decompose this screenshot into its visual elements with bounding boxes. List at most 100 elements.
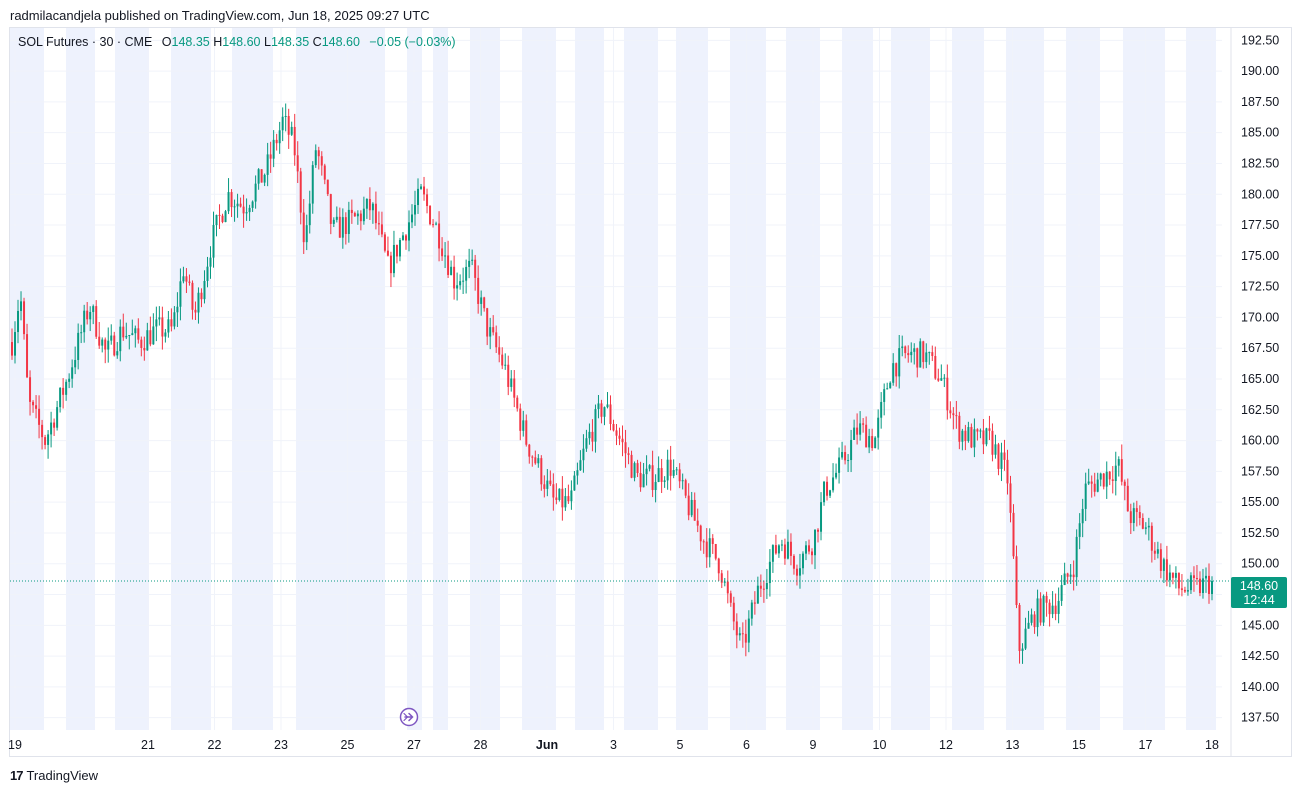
candle-body <box>176 306 179 313</box>
y-tick-label: 162.50 <box>1241 403 1279 417</box>
candle-body <box>750 602 753 619</box>
candle-body <box>780 544 783 546</box>
candle-body <box>23 301 26 335</box>
candle-body <box>1132 508 1135 524</box>
candle-body <box>131 333 134 335</box>
candle-body <box>814 529 817 556</box>
candle-body <box>50 422 53 435</box>
candle-body <box>949 410 952 414</box>
candle-body <box>453 266 456 289</box>
tradingview-logo-icon[interactable]: 17 <box>10 768 24 783</box>
candle-body <box>14 332 17 356</box>
candle-body <box>263 174 266 183</box>
candle-body <box>1120 459 1123 482</box>
candle-body <box>215 214 218 226</box>
candle-body <box>134 328 137 334</box>
candle-body <box>1084 483 1087 509</box>
candle-body <box>365 198 368 209</box>
candle-body <box>579 460 582 471</box>
candle-body <box>615 430 618 436</box>
y-tick-label: 150.00 <box>1241 557 1279 571</box>
candle-body <box>946 377 949 411</box>
candle-body <box>826 481 829 496</box>
low-label: L <box>263 35 271 49</box>
candle-body <box>1168 572 1171 581</box>
last-price-value: 148.60 <box>1239 579 1279 593</box>
go-to-realtime-icon[interactable] <box>399 707 419 727</box>
candle-body <box>495 332 498 348</box>
candle-body <box>32 401 35 406</box>
candle-body <box>973 429 976 448</box>
candle-body <box>206 266 209 281</box>
x-tick-label: 17 <box>1139 738 1153 752</box>
candle-body <box>155 319 158 327</box>
x-tick-label: 19 <box>8 738 22 752</box>
candle-body <box>471 259 474 261</box>
x-tick-label: 21 <box>141 738 155 752</box>
candle-body <box>994 444 997 455</box>
candle-body <box>224 211 227 223</box>
candle-body <box>516 397 519 409</box>
candle-body <box>480 297 483 304</box>
candle-body <box>663 480 666 482</box>
candle-body <box>507 364 510 387</box>
candle-body <box>801 553 804 569</box>
candle-body <box>398 239 401 257</box>
ohlc-legend: SOL Futures · 30 · CME O148.35 H148.60 L… <box>18 35 456 49</box>
candle-body <box>65 381 68 395</box>
candle-body <box>567 496 570 502</box>
candle-body <box>341 217 344 238</box>
candle-body <box>11 342 13 356</box>
y-tick-label: 185.00 <box>1241 126 1279 140</box>
candle-body <box>47 434 50 445</box>
candle-body <box>260 169 263 183</box>
candle-body <box>1117 459 1120 466</box>
brand-name[interactable]: TradingView <box>26 768 99 783</box>
candle-body <box>735 621 738 636</box>
candle-body <box>1177 572 1180 589</box>
candle-body <box>350 209 353 214</box>
candle-body <box>672 469 675 476</box>
candle-body <box>717 558 720 574</box>
candle-body <box>296 155 299 172</box>
candle-body <box>113 335 116 356</box>
candle-body <box>74 359 77 368</box>
x-tick-label: 13 <box>1006 738 1020 752</box>
candle-body <box>128 334 131 336</box>
candle-body <box>383 234 386 251</box>
candle-body <box>486 308 489 337</box>
candle-body <box>140 339 143 348</box>
candle-body <box>1081 508 1084 524</box>
candle-body <box>889 382 892 389</box>
candle-body <box>585 438 588 449</box>
candle-body <box>56 407 59 428</box>
candle-body <box>146 330 149 351</box>
candle-body <box>741 633 744 635</box>
candle-body <box>158 317 161 320</box>
candle-body <box>1051 605 1054 615</box>
chart-frame <box>9 27 1292 757</box>
candle-body <box>835 472 838 478</box>
candle-body <box>786 541 789 559</box>
candle-body <box>844 452 847 461</box>
candle-body <box>880 401 883 418</box>
candle-body <box>459 281 462 286</box>
y-tick-label: 152.50 <box>1241 526 1279 540</box>
candle-body <box>368 198 371 211</box>
candle-body <box>1045 595 1048 603</box>
candle-body <box>1054 605 1057 614</box>
candle-body <box>245 212 248 214</box>
candle-body <box>450 266 453 275</box>
candle-body <box>528 444 531 457</box>
candle-body <box>543 484 546 489</box>
candle-body <box>1195 578 1198 580</box>
candle-body <box>1066 573 1069 577</box>
candle-body <box>1123 481 1126 486</box>
candle-body <box>407 222 410 241</box>
candle-body <box>925 352 928 363</box>
candle-body <box>447 255 450 275</box>
symbol-label[interactable]: SOL Futures · 30 · CME <box>18 35 153 49</box>
candle-body <box>380 224 383 235</box>
x-tick-label: 9 <box>810 738 817 752</box>
